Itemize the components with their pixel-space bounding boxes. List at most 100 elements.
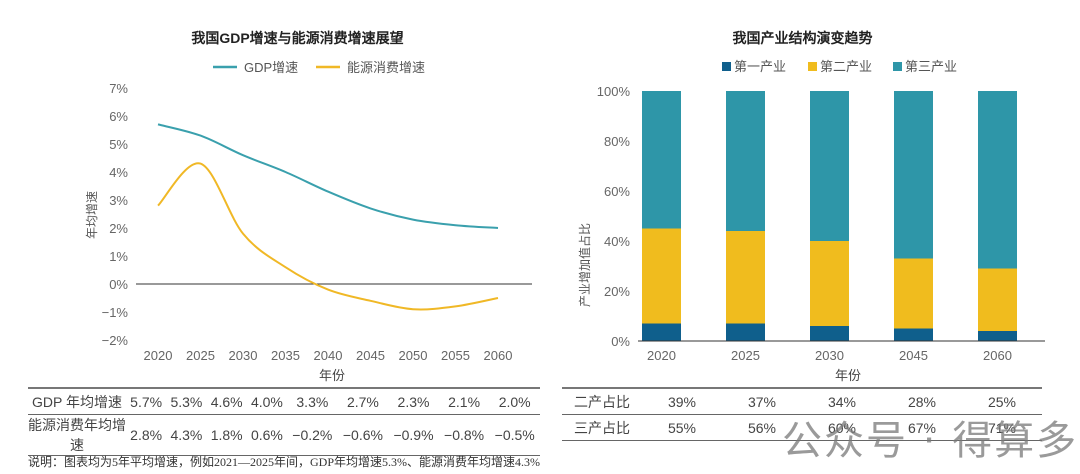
y-tick-label: 0% — [109, 277, 128, 292]
x-tick-label: 2020 — [144, 348, 173, 363]
x-axis-label: 年份 — [835, 368, 861, 383]
bar-segment-第二产业 — [810, 241, 849, 326]
table-cell: 67% — [907, 419, 937, 436]
y-tick-label: 80% — [604, 134, 630, 149]
y-tick-label: 2% — [109, 221, 128, 236]
table-cell: 56% — [747, 419, 777, 436]
bar-segment-第三产业 — [726, 91, 765, 231]
x-tick-label: 2025 — [731, 348, 760, 363]
table-row: 能源消费年均增速 2.8% 4.3% 1.8% 0.6% −0.2% −0.6% −0.9% −… — [28, 415, 540, 456]
table-cell: 4.6% — [210, 393, 243, 410]
bar-segment-第三产业 — [642, 91, 681, 229]
bar-segment-第一产业 — [726, 323, 765, 341]
table-cell: 25% — [987, 393, 1017, 410]
table-cell: −0.8% — [444, 427, 485, 443]
bar-segment-第二产业 — [726, 231, 765, 324]
series-line-能源消费增速 — [157, 162, 499, 311]
legend-label: 第一产业 — [734, 59, 786, 74]
table-cell: 34% — [827, 393, 857, 410]
bar-segment-第一产业 — [642, 323, 681, 341]
x-axis-label: 年份 — [319, 368, 345, 383]
table-row: 二产占比 39% 37% 34% 28% 25% — [562, 388, 1042, 415]
row-label: 二产占比 — [574, 393, 630, 410]
y-tick-label: 100% — [597, 84, 631, 99]
legend-swatch — [893, 62, 902, 71]
table-cell: 60% — [827, 419, 857, 436]
table-cell: 5.3% — [170, 393, 203, 410]
row-label: 三产占比 — [574, 419, 630, 436]
table-cell: 3.3% — [296, 393, 329, 410]
table-cell: −0.5% — [494, 427, 535, 443]
table-row: GDP 年均增速 5.7% 5.3% 4.6% 4.0% 3.3% 2.7% 2.3% 2.1%… — [28, 388, 540, 415]
table-cell: −0.2% — [292, 427, 333, 443]
table-cell: 2.0% — [498, 393, 531, 410]
row-label: 能源消费年均增速 — [28, 417, 126, 453]
x-tick-label: 2045 — [356, 348, 385, 363]
industry-structure-chart-panel: 我国产业结构演变趋势 第一产业 第二产业 第三产业 100% 80% 60% 40% 20% 0… — [545, 0, 1080, 474]
table-cell: −0.9% — [393, 427, 434, 443]
x-tick-label: 2060 — [983, 348, 1012, 363]
table-cell: 2.1% — [448, 393, 481, 410]
series-line-GDP增速 — [157, 123, 499, 229]
table-cell: 1.8% — [210, 427, 243, 443]
legend-label: 第三产业 — [905, 59, 957, 74]
legend-label: GDP增速 — [244, 60, 298, 75]
y-tick-label: 5% — [109, 137, 128, 152]
bar-segment-第三产业 — [810, 91, 849, 241]
table-cell: 71% — [987, 419, 1017, 436]
y-tick-label: −2% — [102, 333, 129, 348]
y-tick-label: −1% — [102, 305, 129, 320]
table-row: 三产占比 55% 56% 60% 67% 71% — [562, 415, 1042, 441]
chart-title: 我国产业结构演变趋势 — [732, 30, 873, 46]
x-tick-label: 2045 — [899, 348, 928, 363]
table-cell: −0.6% — [342, 427, 383, 443]
y-axis-label: 年均增速 — [85, 191, 99, 239]
y-tick-label: 7% — [109, 81, 128, 96]
bar-segment-第三产业 — [978, 91, 1017, 269]
legend-label: 第二产业 — [820, 59, 872, 74]
table-cell: 39% — [667, 393, 697, 410]
x-tick-label: 2055 — [441, 348, 470, 363]
bar-segment-第一产业 — [894, 328, 933, 341]
x-tick-label: 2050 — [399, 348, 428, 363]
watermark-text: 公众号 · 得算多 — [782, 418, 1079, 464]
table-cell: 37% — [747, 393, 777, 410]
x-tick-label: 2030 — [229, 348, 258, 363]
table-cell: 2.8% — [130, 427, 163, 443]
bar-segment-第一产业 — [978, 331, 1017, 341]
stacked-bar-chart: 第一产业 第二产业 第三产业 100% 80% 60% 40% 20% 0% 产业增加值占比 202… — [577, 59, 1045, 383]
x-tick-label: 2025 — [186, 348, 215, 363]
table-cell: 2.7% — [346, 393, 379, 410]
table-cell: 55% — [667, 419, 697, 436]
y-tick-label: 20% — [604, 284, 630, 299]
x-tick-label: 2035 — [271, 348, 300, 363]
table-cell: 4.3% — [170, 427, 203, 443]
footnote: 说明：图表均为5年平均增速，例如2021—2025年间，GDP年均增速5.3%、… — [28, 455, 541, 469]
x-tick-label: 2030 — [815, 348, 844, 363]
bar-segment-第二产业 — [642, 228, 681, 324]
legend-label: 能源消费增速 — [347, 60, 425, 75]
bar-segment-第一产业 — [810, 326, 849, 341]
x-tick-label: 2060 — [484, 348, 513, 363]
line-chart: GDP增速 能源消费增速 7% 6% 5% 4% 3% 2% 1% 0% −1% −2% 年均增速 202… — [85, 60, 532, 383]
y-tick-label: 0% — [611, 334, 630, 349]
y-tick-label: 1% — [109, 249, 128, 264]
legend-swatch — [808, 62, 817, 71]
industry-share-table: 二产占比 39% 37% 34% 28% 25% 三产占比 55% 56% 60% 67% 71% — [562, 387, 1042, 441]
y-axis-label: 产业增加值占比 — [577, 223, 592, 307]
bar-segment-第二产业 — [978, 268, 1017, 331]
gdp-energy-chart-panel: 我国GDP增速与能源消费增速展望 GDP增速 能源消费增速 7% 6% 5% 4% 3% 2%… — [28, 30, 541, 469]
y-tick-label: 60% — [604, 184, 630, 199]
bar-segment-第三产业 — [894, 91, 933, 259]
x-tick-label: 2040 — [314, 348, 343, 363]
x-tick-label: 2020 — [647, 348, 676, 363]
y-tick-label: 40% — [604, 234, 630, 249]
y-tick-label: 3% — [109, 193, 128, 208]
legend-swatch — [722, 62, 731, 71]
table-cell: 0.6% — [250, 427, 283, 443]
table-cell: 2.3% — [397, 393, 430, 410]
table-cell: 5.7% — [130, 393, 163, 410]
bar-segment-第二产业 — [894, 258, 933, 329]
table-cell: 4.0% — [250, 393, 283, 410]
row-label: GDP 年均增速 — [32, 393, 122, 410]
